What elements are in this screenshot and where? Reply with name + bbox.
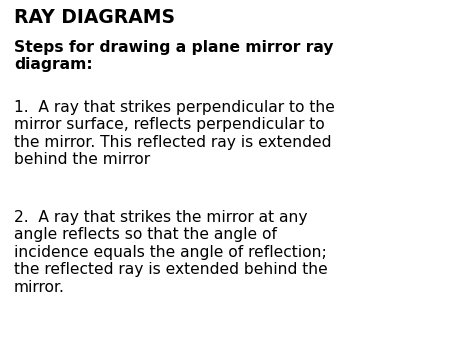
Text: 2.  A ray that strikes the mirror at any
angle reflects so that the angle of
inc: 2. A ray that strikes the mirror at any … <box>14 210 328 295</box>
Text: 1.  A ray that strikes perpendicular to the
mirror surface, reflects perpendicul: 1. A ray that strikes perpendicular to t… <box>14 100 335 167</box>
Text: Steps for drawing a plane mirror ray
diagram:: Steps for drawing a plane mirror ray dia… <box>14 40 333 72</box>
Text: RAY DIAGRAMS: RAY DIAGRAMS <box>14 8 175 27</box>
